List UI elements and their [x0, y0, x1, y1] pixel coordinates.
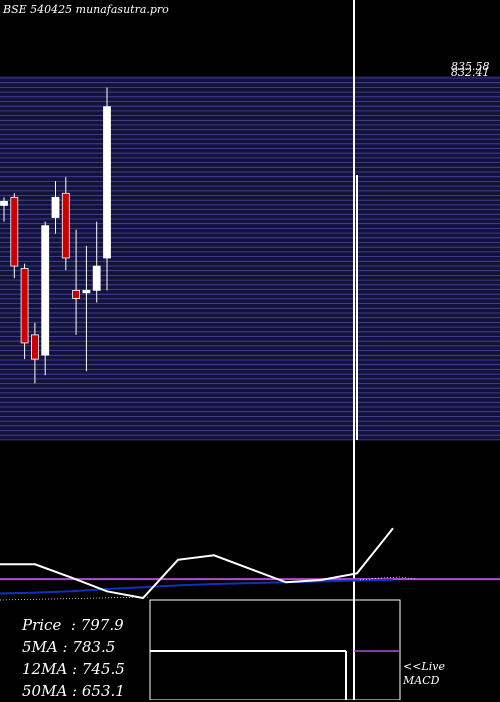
price-tick-label: 832.41: [451, 66, 490, 79]
stat-50ma: 50MA : 653.1: [22, 682, 125, 700]
stat-50ma-value: 653.1: [81, 682, 125, 700]
candle-down: [61, 192, 70, 259]
dotted-tail: [359, 576, 416, 581]
candle-down: [72, 289, 80, 299]
price-grid: [0, 77, 500, 441]
stat-price: Price : 797.9: [22, 616, 124, 634]
candle-down: [20, 268, 29, 344]
indicator-panel: [0, 527, 500, 601]
stat-5ma-value: 783.5: [72, 638, 116, 656]
candle-up: [103, 106, 111, 259]
white-macd-line: [0, 527, 394, 600]
candlestick-series: [0, 87, 111, 384]
macd-link[interactable]: MACD: [403, 674, 440, 687]
stat-5ma-label: 5MA: [22, 638, 58, 656]
candle-up: [0, 200, 8, 206]
price-panel-background: [0, 76, 500, 440]
blue-signal-line: [0, 579, 394, 595]
chart-title: BSE 540425 munafasutra.pro: [3, 3, 169, 16]
live-link-group: <<Live MACD: [403, 660, 445, 688]
candle-up: [41, 225, 50, 356]
candle-down: [10, 196, 19, 267]
candle-down: [30, 334, 39, 360]
stat-50ma-label: 50MA: [22, 682, 68, 700]
price-tick-label: 835.58: [451, 60, 490, 73]
stat-12ma: 12MA : 745.5: [22, 660, 125, 678]
candle-up: [92, 265, 101, 291]
candle-up: [82, 289, 91, 294]
stat-12ma-label: 12MA: [22, 660, 68, 678]
stat-price-label: Price: [22, 616, 62, 634]
stat-12ma-value: 745.5: [81, 660, 125, 678]
stat-price-value: 797.9: [80, 616, 124, 634]
live-link[interactable]: <<Live: [403, 660, 445, 673]
dotted-baseline: [0, 596, 151, 601]
stat-5ma: 5MA : 783.5: [22, 638, 116, 656]
stats-panel: Price : 797.9 5MA : 783.5 12MA : 745.5 5…: [22, 614, 125, 702]
candle-up: [51, 196, 60, 218]
